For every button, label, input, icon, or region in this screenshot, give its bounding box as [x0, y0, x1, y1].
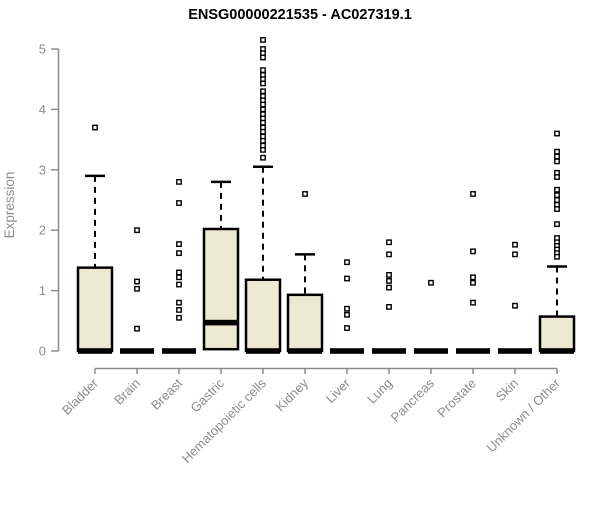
y-axis-label: Expression [2, 172, 17, 239]
median-line [372, 348, 406, 354]
outlier-point [344, 325, 350, 331]
outlier-point [554, 253, 560, 260]
outlier-point [134, 285, 140, 292]
outlier-point [554, 186, 560, 193]
x-tick-label: Liver [323, 375, 354, 406]
x-tick-label: Unknown / Other [484, 375, 564, 455]
outlier-point [260, 154, 266, 161]
outlier-point [176, 299, 182, 306]
chart-title: ENSG00000221535 - AC027319.1 [188, 7, 412, 23]
outlier-point [344, 259, 350, 266]
outlier-point [134, 278, 140, 285]
outlier-point [512, 251, 518, 258]
y-tick-label: 5 [39, 42, 46, 57]
median-line [330, 348, 364, 354]
median-line [78, 348, 112, 354]
outlier-point [554, 158, 560, 165]
x-tick-label: Prostate [434, 376, 479, 421]
outlier-point [260, 80, 266, 87]
outlier-point [260, 106, 266, 113]
outlier-point [470, 191, 476, 197]
outlier-point [176, 281, 182, 288]
outlier-point [134, 325, 140, 332]
outlier-point [260, 88, 266, 95]
outlier-point [260, 37, 266, 43]
outlier-point [176, 178, 182, 185]
median-line [456, 348, 490, 354]
y-tick-label: 0 [39, 344, 46, 359]
y-tick-label: 1 [39, 283, 46, 298]
outlier-point [554, 174, 560, 180]
outlier-point [302, 191, 308, 197]
box [244, 278, 282, 353]
x-tick-label: Brain [111, 376, 143, 408]
outlier-point [554, 197, 560, 203]
outlier-point [554, 153, 560, 160]
outlier-point [470, 279, 476, 286]
median-line [246, 348, 280, 354]
outlier-point [344, 311, 350, 318]
outlier-point [260, 146, 266, 153]
outlier-point [260, 101, 266, 108]
median-line [540, 348, 574, 354]
x-tick-label: Gastric [187, 375, 227, 415]
median-line [498, 348, 532, 354]
outlier-point [386, 239, 392, 246]
box [286, 293, 324, 353]
median-line [204, 319, 238, 326]
outlier-point [470, 299, 476, 306]
outlier-point [554, 130, 560, 137]
outlier-point [344, 275, 350, 282]
box [538, 315, 576, 353]
outlier-point [470, 274, 476, 281]
outlier-point [176, 307, 182, 313]
outlier-point [386, 251, 392, 258]
median-line [162, 348, 196, 354]
outlier-point [260, 67, 266, 74]
median-line [288, 348, 322, 354]
outlier-point [554, 206, 560, 212]
median-line [120, 348, 154, 354]
outlier-point [176, 269, 182, 276]
outlier-point [176, 200, 182, 206]
outlier-point [176, 314, 182, 321]
y-tick-label: 3 [39, 162, 46, 177]
outlier-point [554, 221, 560, 228]
x-tick-label: Kidney [272, 375, 311, 414]
outlier-point [344, 305, 350, 312]
outlier-point [386, 304, 392, 310]
outlier-point [260, 119, 266, 126]
outlier-point [176, 250, 182, 257]
y-tick-label: 4 [39, 102, 46, 117]
outlier-point [386, 271, 392, 278]
outlier-point [386, 284, 392, 291]
outlier-point [512, 241, 518, 248]
y-tick-label: 2 [39, 223, 46, 238]
x-tick-label: Skin [493, 376, 521, 404]
outlier-point [386, 278, 392, 284]
x-tick-label: Breast [148, 375, 185, 412]
outlier-point [134, 227, 140, 234]
median-line [414, 348, 448, 354]
x-tick-label: Pancreas [388, 375, 438, 425]
outlier-point [176, 241, 182, 247]
outlier-point [512, 302, 518, 309]
box [76, 266, 114, 353]
outlier-point [260, 137, 266, 144]
outlier-point [554, 148, 560, 155]
outlier-point [92, 124, 98, 131]
outlier-point [260, 128, 266, 135]
outlier-point [428, 279, 434, 286]
x-tick-label: Lung [364, 376, 395, 407]
x-tick-label: Bladder [59, 375, 102, 418]
outlier-point [554, 192, 560, 199]
outlier-point [260, 54, 266, 61]
outlier-point [470, 248, 476, 255]
outlier-point [176, 274, 182, 281]
box [202, 227, 240, 351]
